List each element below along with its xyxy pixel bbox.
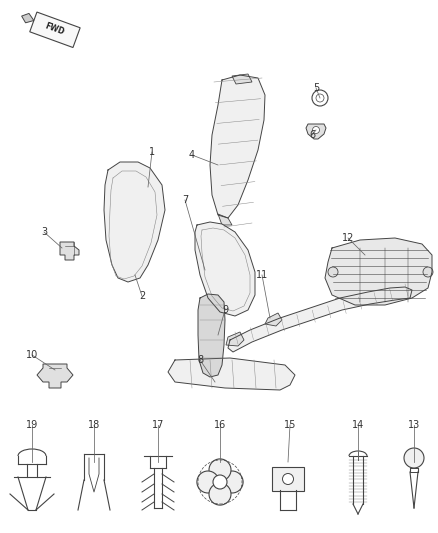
Text: 3: 3 bbox=[41, 227, 47, 237]
Text: 17: 17 bbox=[152, 420, 164, 430]
Circle shape bbox=[312, 90, 328, 106]
Circle shape bbox=[209, 459, 231, 481]
Circle shape bbox=[404, 448, 424, 468]
Text: 11: 11 bbox=[256, 270, 268, 280]
Text: 9: 9 bbox=[222, 305, 228, 315]
Text: 10: 10 bbox=[26, 350, 38, 360]
Polygon shape bbox=[265, 313, 282, 326]
Circle shape bbox=[423, 267, 433, 277]
Text: 16: 16 bbox=[214, 420, 226, 430]
Circle shape bbox=[328, 267, 338, 277]
Circle shape bbox=[209, 483, 231, 505]
Polygon shape bbox=[228, 287, 412, 352]
Circle shape bbox=[197, 471, 219, 493]
Circle shape bbox=[221, 471, 243, 493]
Text: 14: 14 bbox=[352, 420, 364, 430]
Polygon shape bbox=[60, 242, 79, 260]
Text: 6: 6 bbox=[309, 130, 315, 140]
Text: 8: 8 bbox=[197, 355, 203, 365]
Polygon shape bbox=[37, 364, 73, 388]
Text: 1: 1 bbox=[149, 147, 155, 157]
Polygon shape bbox=[195, 222, 255, 316]
Polygon shape bbox=[226, 332, 244, 346]
Polygon shape bbox=[218, 214, 232, 225]
FancyBboxPatch shape bbox=[272, 467, 304, 491]
Polygon shape bbox=[104, 162, 165, 282]
Circle shape bbox=[213, 475, 227, 489]
Polygon shape bbox=[21, 13, 34, 23]
Text: 13: 13 bbox=[408, 420, 420, 430]
Text: 19: 19 bbox=[26, 420, 38, 430]
Text: FWD: FWD bbox=[44, 21, 66, 37]
Polygon shape bbox=[168, 358, 295, 390]
Text: 12: 12 bbox=[342, 233, 354, 243]
Circle shape bbox=[283, 473, 293, 484]
Polygon shape bbox=[325, 238, 432, 305]
Text: 2: 2 bbox=[139, 291, 145, 301]
Polygon shape bbox=[210, 75, 265, 218]
Polygon shape bbox=[306, 124, 326, 139]
Circle shape bbox=[312, 126, 319, 133]
Text: 5: 5 bbox=[313, 83, 319, 93]
Text: 18: 18 bbox=[88, 420, 100, 430]
Circle shape bbox=[316, 94, 324, 102]
Text: 4: 4 bbox=[189, 150, 195, 160]
Polygon shape bbox=[232, 74, 252, 84]
Polygon shape bbox=[198, 294, 225, 377]
FancyBboxPatch shape bbox=[30, 12, 80, 47]
Text: 7: 7 bbox=[182, 195, 188, 205]
Text: 15: 15 bbox=[284, 420, 296, 430]
